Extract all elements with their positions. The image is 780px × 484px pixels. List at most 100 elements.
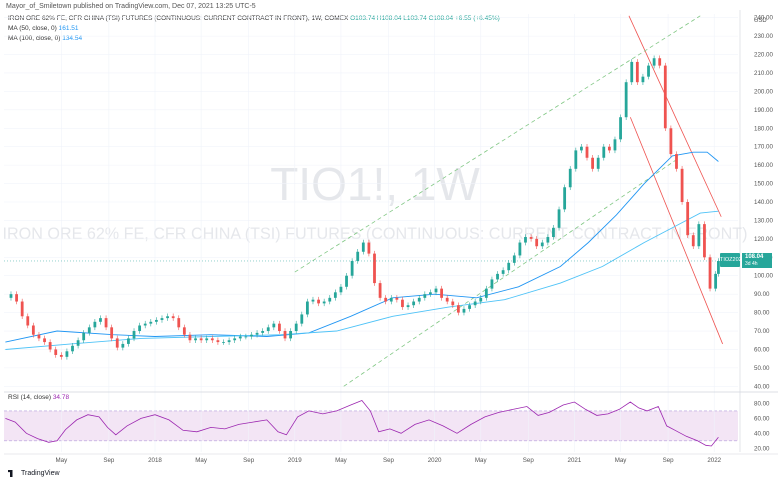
bar-countdown: 3d 4h	[745, 261, 758, 267]
candle-body	[686, 202, 690, 236]
candle-body	[317, 299, 320, 304]
time-tick-label: Sep	[103, 457, 115, 464]
candle-body	[182, 327, 186, 335]
candle-body	[401, 299, 404, 308]
ma50-value: 161.51	[58, 25, 79, 32]
candle-body	[71, 345, 74, 352]
candle-body	[580, 146, 583, 151]
candle-body	[154, 319, 158, 322]
candle-body	[210, 338, 214, 341]
candle-body	[26, 316, 30, 326]
candle-body	[641, 76, 645, 83]
price-tick-label: 60.00	[754, 346, 770, 353]
candle-body	[222, 342, 225, 343]
candle-body	[300, 314, 304, 324]
price-tick-label: 220.00	[754, 52, 773, 59]
candle-body	[127, 338, 130, 344]
tradingview-logo[interactable]: TradingView	[8, 470, 60, 477]
candle-body	[333, 292, 337, 298]
ohlc-change: +6.55 (+6.45%)	[454, 15, 500, 22]
candle-body	[9, 294, 13, 298]
candle-body	[717, 260, 720, 274]
candle-body	[552, 227, 555, 238]
price-tick-label: 160.00	[754, 162, 773, 169]
channel-red-lower	[629, 117, 723, 345]
candle-body	[389, 297, 393, 302]
candle-body	[574, 150, 578, 169]
time-tick-label: May	[475, 457, 488, 464]
ma50-legend: MA (50, close, 0) 161.51	[8, 25, 78, 32]
ohlc-close: C108.04	[428, 15, 454, 22]
candle-body	[535, 238, 539, 247]
channel-green-upper	[294, 15, 701, 273]
candle-body	[261, 331, 265, 333]
candle-body	[216, 340, 220, 343]
candle-body	[703, 224, 706, 258]
ma100-legend: MA (100, close, 0) 134.54	[8, 35, 82, 42]
candle-body	[647, 65, 650, 77]
candle-body	[473, 301, 477, 306]
candle-body	[177, 318, 181, 328]
candle-body	[501, 270, 505, 274]
candle-body	[484, 288, 488, 298]
candle-body	[121, 343, 125, 348]
price-tick-label: 130.00	[754, 217, 773, 224]
candle-body	[266, 327, 270, 332]
candle-body	[714, 273, 718, 289]
watermark-ticker: TIO1!, 1W	[270, 158, 480, 210]
candle-body	[244, 336, 248, 338]
ma50-line	[5, 151, 719, 343]
rsi-tick-label: 40.00	[754, 430, 770, 437]
symbol-name: IRON ORE 62% FE, CFR CHINA (TSI) FUTURES…	[8, 15, 349, 22]
candle-body	[238, 336, 242, 339]
candle-body	[166, 316, 169, 319]
candle-body	[294, 323, 298, 332]
candle-body	[557, 209, 561, 228]
last-price: 108.04	[745, 254, 764, 260]
candle-body	[48, 342, 52, 350]
candle-body	[568, 168, 572, 188]
candle-body	[524, 237, 527, 243]
tradingview-brand: TradingView	[21, 470, 60, 477]
time-tick-label: May	[615, 457, 628, 464]
candle-body	[596, 157, 600, 169]
price-tick-label: 150.00	[754, 181, 773, 188]
candle-body	[540, 242, 544, 247]
price-tick-label: 120.00	[754, 236, 773, 243]
price-tick-label: 100.00	[754, 273, 773, 280]
candle-body	[143, 323, 147, 326]
candle-body	[675, 154, 678, 169]
candle-body	[82, 332, 86, 341]
candle-body	[132, 331, 136, 339]
candle-body	[160, 318, 164, 320]
ma50-label: MA (50, close, 0)	[8, 25, 57, 32]
candle-body	[468, 305, 471, 309]
rsi-band-fill	[4, 410, 738, 441]
candle-body	[37, 334, 41, 339]
candle-body	[205, 338, 209, 341]
candle-body	[456, 305, 460, 313]
channel-green-lower	[343, 157, 680, 387]
ohlc-open: O103.74	[350, 15, 376, 22]
candle-body	[658, 58, 662, 66]
candle-body	[43, 338, 46, 343]
candle-body	[652, 58, 656, 66]
candle-body	[289, 331, 293, 339]
candle-body	[272, 323, 276, 328]
candle-body	[93, 321, 97, 328]
ohlc-high: H108.04	[376, 15, 402, 22]
candle-body	[110, 327, 114, 339]
price-tick-label: 90.00	[754, 291, 770, 298]
candle-body	[451, 301, 455, 306]
candle-body	[406, 305, 410, 308]
candle-body	[680, 168, 684, 202]
time-tick-label: Sep	[523, 457, 535, 464]
candle-body	[518, 242, 522, 256]
last-price-tag: 108.04 3d 4h	[742, 253, 772, 268]
candle-body	[529, 237, 533, 239]
candle-body	[339, 286, 343, 293]
candle-body	[311, 299, 315, 302]
candle-body	[512, 255, 516, 263]
candles	[9, 55, 720, 360]
